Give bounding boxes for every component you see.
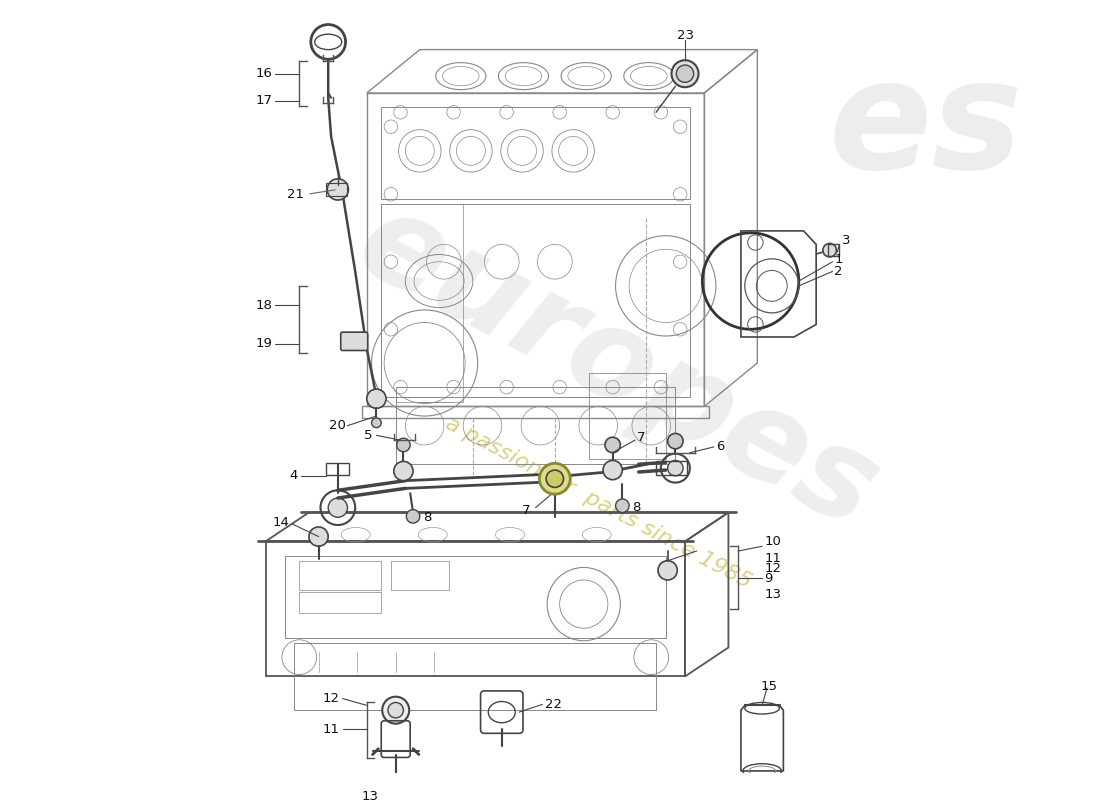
Bar [299, 561, 382, 590]
Text: 8: 8 [422, 511, 431, 524]
Bar [382, 204, 690, 397]
Circle shape [309, 527, 328, 546]
Text: 18: 18 [255, 298, 273, 312]
Bar [588, 373, 666, 459]
Text: 5: 5 [364, 429, 373, 442]
Text: 7: 7 [522, 504, 530, 517]
Text: 23: 23 [676, 29, 693, 42]
Circle shape [394, 462, 414, 481]
Text: 1: 1 [835, 254, 843, 266]
Text: 7: 7 [637, 430, 646, 444]
Text: 11: 11 [322, 723, 340, 736]
Circle shape [397, 438, 410, 452]
Circle shape [668, 461, 683, 476]
Text: 9: 9 [764, 571, 772, 585]
Circle shape [616, 499, 629, 513]
Circle shape [671, 60, 698, 87]
Circle shape [406, 510, 420, 523]
Circle shape [668, 434, 683, 449]
Bar [285, 556, 666, 638]
Text: 15: 15 [760, 679, 778, 693]
Text: 16: 16 [255, 67, 273, 80]
Text: 20: 20 [329, 419, 345, 432]
Circle shape [372, 418, 382, 428]
Text: 12: 12 [764, 562, 781, 575]
Circle shape [546, 470, 563, 487]
Circle shape [327, 179, 349, 200]
Text: 3: 3 [843, 234, 850, 247]
Text: a passion for  parts since 1985: a passion for parts since 1985 [442, 414, 755, 592]
Circle shape [676, 65, 694, 82]
Circle shape [605, 438, 620, 453]
Text: 19: 19 [255, 338, 273, 350]
Bar [299, 591, 382, 613]
Text: 4: 4 [289, 470, 297, 482]
Text: 22: 22 [546, 698, 562, 711]
Text: 21: 21 [287, 188, 304, 201]
Circle shape [382, 697, 409, 724]
FancyBboxPatch shape [341, 332, 367, 350]
Text: 11: 11 [764, 552, 781, 566]
Text: 14: 14 [273, 516, 289, 529]
Text: 13: 13 [764, 588, 781, 601]
Bar [327, 182, 348, 196]
Circle shape [658, 561, 678, 580]
Bar [327, 463, 350, 475]
Circle shape [389, 776, 403, 790]
Circle shape [388, 702, 404, 718]
Text: 12: 12 [322, 692, 340, 705]
Text: 6: 6 [716, 441, 724, 454]
Circle shape [603, 461, 623, 480]
Bar [390, 561, 449, 590]
Bar [396, 387, 675, 464]
Text: europes: europes [338, 181, 898, 555]
Bar [295, 642, 656, 710]
Bar [827, 245, 839, 256]
Text: 10: 10 [764, 535, 781, 548]
Circle shape [539, 463, 570, 494]
Circle shape [328, 498, 348, 518]
Text: 2: 2 [835, 265, 843, 278]
Text: 17: 17 [255, 94, 273, 107]
Text: 13: 13 [361, 790, 378, 800]
Text: es: es [828, 52, 1023, 202]
Bar [382, 107, 690, 199]
Circle shape [823, 243, 836, 257]
Bar [656, 462, 686, 475]
Circle shape [366, 389, 386, 408]
Text: 8: 8 [632, 501, 640, 514]
